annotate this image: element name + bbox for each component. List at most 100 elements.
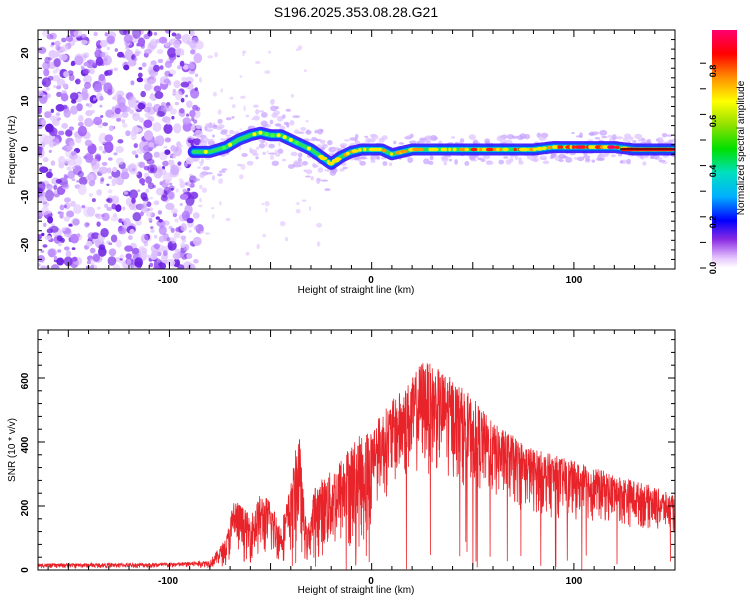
ridge-halo bbox=[259, 138, 265, 144]
noise-blob bbox=[175, 227, 180, 232]
noise-blob bbox=[55, 45, 61, 51]
noise-blob bbox=[49, 141, 56, 148]
noise-blob bbox=[98, 145, 104, 151]
noise-blob bbox=[264, 70, 271, 74]
ridge-halo bbox=[540, 132, 549, 138]
noise-blob bbox=[301, 199, 307, 202]
noise-blob bbox=[49, 115, 58, 122]
noise-blob bbox=[56, 85, 62, 90]
noise-blob bbox=[98, 166, 109, 174]
noise-blob bbox=[180, 242, 186, 248]
ridge-halo bbox=[416, 140, 420, 145]
ridge-halo bbox=[359, 156, 368, 160]
ridge-halo bbox=[398, 142, 404, 145]
noise-blob bbox=[102, 122, 108, 127]
noise-blob bbox=[122, 55, 126, 59]
ridge-halo bbox=[393, 140, 397, 145]
noise-blob bbox=[173, 123, 182, 134]
noise-blob bbox=[158, 225, 167, 236]
noise-blob bbox=[140, 90, 146, 98]
ridge-halo bbox=[270, 105, 278, 112]
noise-blob bbox=[186, 181, 192, 187]
ridge-halo bbox=[558, 159, 564, 163]
ridge-halo bbox=[262, 151, 267, 156]
noise-blob bbox=[48, 226, 53, 230]
noise-blob bbox=[199, 184, 203, 190]
noise-blob bbox=[157, 58, 164, 64]
ridge-halo bbox=[302, 161, 308, 166]
noise-blob bbox=[52, 69, 58, 75]
ridge-halo bbox=[443, 161, 447, 166]
noise-blob bbox=[164, 60, 172, 69]
noise-blob bbox=[66, 166, 72, 171]
noise-blob bbox=[115, 176, 125, 186]
ridge-halo bbox=[626, 158, 631, 165]
noise-blob bbox=[46, 171, 53, 179]
noise-blob bbox=[147, 182, 155, 190]
ridge-halo bbox=[217, 124, 225, 129]
noise-blob bbox=[61, 44, 69, 52]
noise-blob bbox=[180, 235, 187, 241]
ridge-halo bbox=[316, 177, 321, 182]
ridge-highlight bbox=[412, 147, 420, 152]
noise-blob bbox=[193, 119, 198, 124]
noise-blob bbox=[139, 211, 144, 217]
noise-blob bbox=[159, 65, 164, 70]
noise-blob bbox=[130, 193, 136, 199]
noise-blob bbox=[170, 187, 174, 191]
ridge-halo bbox=[342, 166, 348, 170]
noise-blob bbox=[56, 235, 63, 242]
noise-blob bbox=[96, 189, 102, 196]
ridge-halo bbox=[258, 143, 265, 149]
ridge-halo bbox=[607, 135, 613, 138]
ridge-halo bbox=[315, 138, 322, 142]
noise-blob bbox=[153, 151, 160, 158]
noise-blob bbox=[117, 227, 125, 233]
noise-blob bbox=[91, 198, 96, 203]
noise-blob bbox=[205, 232, 210, 235]
noise-blob bbox=[182, 188, 187, 193]
ridge-halo bbox=[269, 119, 274, 125]
noise-blob bbox=[166, 259, 176, 267]
noise-blob bbox=[171, 208, 178, 214]
ridge-highlight bbox=[571, 145, 576, 149]
noise-blob bbox=[40, 264, 48, 269]
noise-blob bbox=[103, 82, 113, 94]
ridge-halo bbox=[486, 160, 493, 164]
noise-blob bbox=[198, 204, 203, 208]
noise-blob bbox=[76, 180, 80, 183]
ridge-halo bbox=[194, 178, 201, 182]
ridge-halo bbox=[540, 157, 548, 160]
noise-blob bbox=[163, 123, 173, 134]
ridge-halo bbox=[277, 115, 284, 122]
noise-blob bbox=[143, 130, 154, 141]
ridge-highlight bbox=[535, 147, 544, 151]
noise-blob bbox=[67, 203, 72, 208]
noise-blob bbox=[71, 247, 76, 251]
noise-blob bbox=[42, 244, 48, 248]
noise-blob bbox=[143, 201, 148, 205]
noise-blob bbox=[131, 247, 140, 255]
noise-blob bbox=[46, 183, 51, 187]
noise-blob bbox=[191, 36, 200, 45]
ridge-halo bbox=[349, 143, 356, 146]
ridge-halo bbox=[357, 158, 362, 162]
top-xtick-label: -100 bbox=[158, 275, 178, 286]
noise-blob bbox=[154, 91, 164, 99]
ridge-highlight bbox=[609, 145, 616, 149]
ridge-halo bbox=[588, 133, 593, 136]
noise-blob bbox=[152, 122, 162, 132]
ridge-halo bbox=[281, 158, 287, 162]
ridge-halo bbox=[477, 157, 483, 161]
noise-blob bbox=[172, 252, 181, 260]
noise-blob bbox=[170, 227, 175, 233]
spectrogram-frame bbox=[37, 29, 676, 270]
ridge-halo bbox=[217, 173, 223, 177]
ridge-highlight bbox=[532, 147, 537, 152]
noise-blob bbox=[167, 245, 173, 250]
noise-blob bbox=[81, 66, 85, 70]
noise-blob bbox=[242, 51, 245, 57]
noise-blob bbox=[136, 43, 140, 47]
noise-blob bbox=[131, 55, 135, 61]
ridge-halo bbox=[429, 135, 438, 141]
